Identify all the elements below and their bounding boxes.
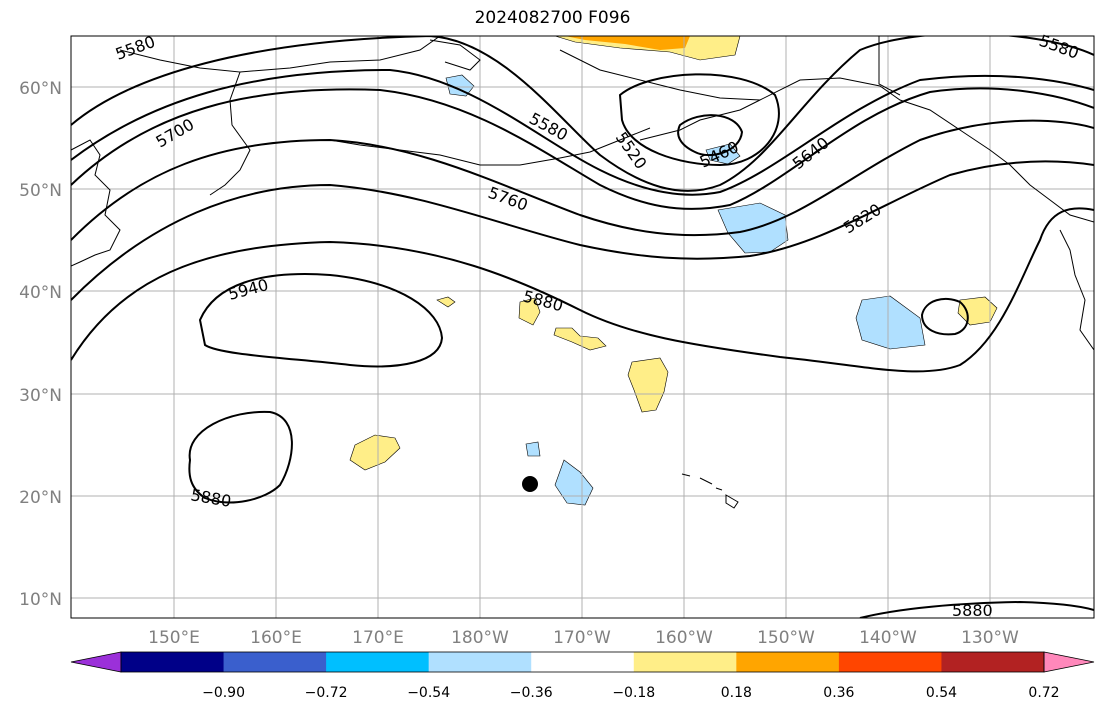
- height-contours: [71, 36, 1094, 618]
- lon-label: 160°W: [655, 628, 713, 648]
- positive-anomaly-small-3: [553, 327, 607, 351]
- colorbar-outline: [120, 651, 1045, 673]
- contour-label: 5700: [153, 115, 198, 152]
- colorbar-tick-label: −0.36: [510, 685, 553, 701]
- contour-label: 5820: [840, 200, 885, 238]
- coast-alaska-peninsula: [639, 99, 761, 141]
- longitude-labels: 150°E 160°E 170°E 180°W 170°W 160°W 150°…: [148, 628, 1019, 648]
- contour-5460-low: [677, 114, 744, 157]
- colorbar-segment: [326, 652, 430, 672]
- coast-na-west: [1059, 229, 1094, 351]
- lon-label: 140°W: [859, 628, 917, 648]
- positive-anomaly-north-core: [565, 36, 690, 50]
- contour-5580: [71, 36, 1094, 192]
- contour-5640: [71, 68, 1094, 196]
- contour-5820: [71, 160, 1094, 301]
- lon-label: 150°W: [757, 628, 815, 648]
- colorbar-segment: [428, 652, 532, 672]
- colorbar-tick-label: −0.18: [612, 685, 655, 701]
- contour-labels: 5580 5700 5580 5520 5460 5640 5760 5820 …: [113, 31, 1082, 620]
- lon-label: 180°W: [451, 628, 509, 648]
- positive-anomaly-east: [957, 296, 998, 326]
- coast-kamchatka: [119, 49, 251, 196]
- colorbar-segment: [223, 652, 327, 672]
- contour-5880-main: [71, 207, 1094, 373]
- colorbar-tick-label: −0.72: [305, 685, 348, 701]
- coast-aleutians: [329, 127, 651, 166]
- contour-label: 5460: [697, 137, 742, 171]
- contour-label: 5760: [486, 183, 531, 215]
- positive-anomaly-small-2: [518, 297, 541, 326]
- lat-label: 10°N: [19, 590, 62, 610]
- lon-label: 150°E: [148, 628, 200, 648]
- lon-label: 130°W: [961, 628, 1019, 648]
- map-title: 2024082700 F096: [474, 8, 631, 28]
- lon-label: 160°E: [250, 628, 302, 648]
- positive-anomaly-west: [349, 434, 401, 471]
- coast-chukotka: [429, 39, 481, 71]
- lat-label: 60°N: [19, 79, 62, 99]
- colorbar-extend-low: [70, 651, 122, 673]
- contour-5760: [71, 119, 1094, 241]
- colorbar-tick-label: −0.90: [202, 685, 245, 701]
- negative-anomaly-hawaii-west: [554, 459, 594, 506]
- contour-5880-south: [859, 600, 1094, 618]
- colorbar-segment: [838, 652, 942, 672]
- contour-5700: [71, 87, 1094, 210]
- border-alaska-canada: [878, 36, 901, 96]
- negative-anomaly-bering: [445, 74, 475, 97]
- lat-label: 40°N: [19, 283, 62, 303]
- colorbar-tick-label: 0.54: [926, 685, 957, 701]
- contour-5520-low: [618, 73, 780, 167]
- colorbar-extend-high: [1043, 651, 1095, 673]
- coast-siberia-east: [239, 36, 441, 73]
- contour-label: 5880: [189, 485, 232, 511]
- lat-label: 50°N: [19, 181, 62, 201]
- storm-center-marker: [522, 476, 538, 492]
- negative-anomaly-east: [855, 295, 926, 350]
- colorbar-tick-label: 0.36: [823, 685, 854, 701]
- contour-label: 5580: [113, 32, 158, 64]
- lat-label: 20°N: [19, 488, 62, 508]
- lon-label: 170°E: [352, 628, 404, 648]
- positive-anomaly-small-1: [436, 296, 456, 308]
- colorbar-segment: [633, 652, 737, 672]
- colorbar-tick-label: −0.54: [407, 685, 450, 701]
- colorbar-segment: [121, 652, 225, 672]
- coast-hawaii: [681, 473, 739, 509]
- lat-label: 30°N: [19, 386, 62, 406]
- coast-asia: [71, 139, 121, 267]
- contour-label: 5940: [226, 275, 270, 304]
- latitude-labels: 60°N 50°N 40°N 30°N 20°N 10°N: [19, 79, 62, 610]
- map-frame: [70, 35, 1095, 619]
- contour-5880-sw: [188, 410, 293, 504]
- negative-anomaly-small: [525, 441, 541, 457]
- colorbar-tick-label: 0.72: [1028, 685, 1059, 701]
- contour-5940-high: [198, 273, 444, 368]
- colorbar-tick-label: 0.18: [721, 685, 752, 701]
- anomaly-shading: [349, 36, 998, 506]
- colorbar: [70, 651, 1095, 673]
- colorbar-segment: [531, 652, 635, 672]
- contour-label: 5880: [952, 601, 993, 620]
- colorbar-segment: [941, 652, 1045, 672]
- colorbar-segment: [736, 652, 840, 672]
- positive-anomaly-mid: [627, 357, 669, 413]
- lon-label: 170°W: [553, 628, 611, 648]
- graticule: [71, 36, 1094, 618]
- contour-5880-small: [920, 297, 969, 336]
- colorbar-ticks: −0.90 −0.72 −0.54 −0.36 −0.18 0.18 0.36 0.54 0.7…: [202, 685, 1059, 701]
